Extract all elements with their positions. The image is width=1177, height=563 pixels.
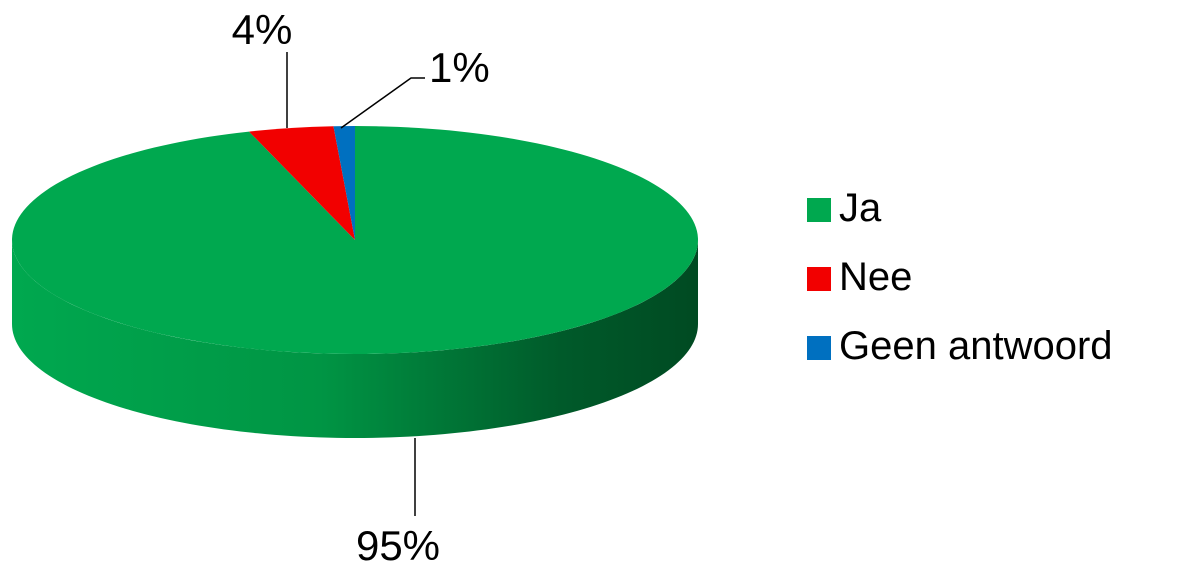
- pie-side-wall-front: [12, 240, 698, 438]
- legend-label-ja: Ja: [839, 186, 882, 230]
- legend-swatch-ja: [807, 198, 831, 222]
- legend-label-nee: Nee: [839, 255, 912, 299]
- data-label-ja: 95%: [356, 522, 440, 563]
- legend-swatch-geen-antwoord: [807, 336, 831, 360]
- pie-side-wall: [12, 240, 698, 438]
- pie-slice-nee: [249, 126, 355, 240]
- legend-label-geen-antwoord: Geen antwoord: [839, 324, 1113, 368]
- pie-slice-ja: [12, 126, 699, 354]
- pie-top-face: [12, 125, 699, 354]
- pie-slice-geen-antwoord: [333, 125, 355, 240]
- leader-lines: [286, 52, 425, 516]
- leader-line-geen-antwoord: [340, 77, 425, 129]
- data-label-geen-antwoord: 1%: [429, 44, 490, 91]
- legend: Ja Nee Geen antwoord: [807, 186, 1113, 368]
- legend-swatch-nee: [807, 267, 831, 291]
- data-labels: 95% 4% 1%: [232, 6, 490, 563]
- data-label-nee: 4%: [232, 6, 293, 53]
